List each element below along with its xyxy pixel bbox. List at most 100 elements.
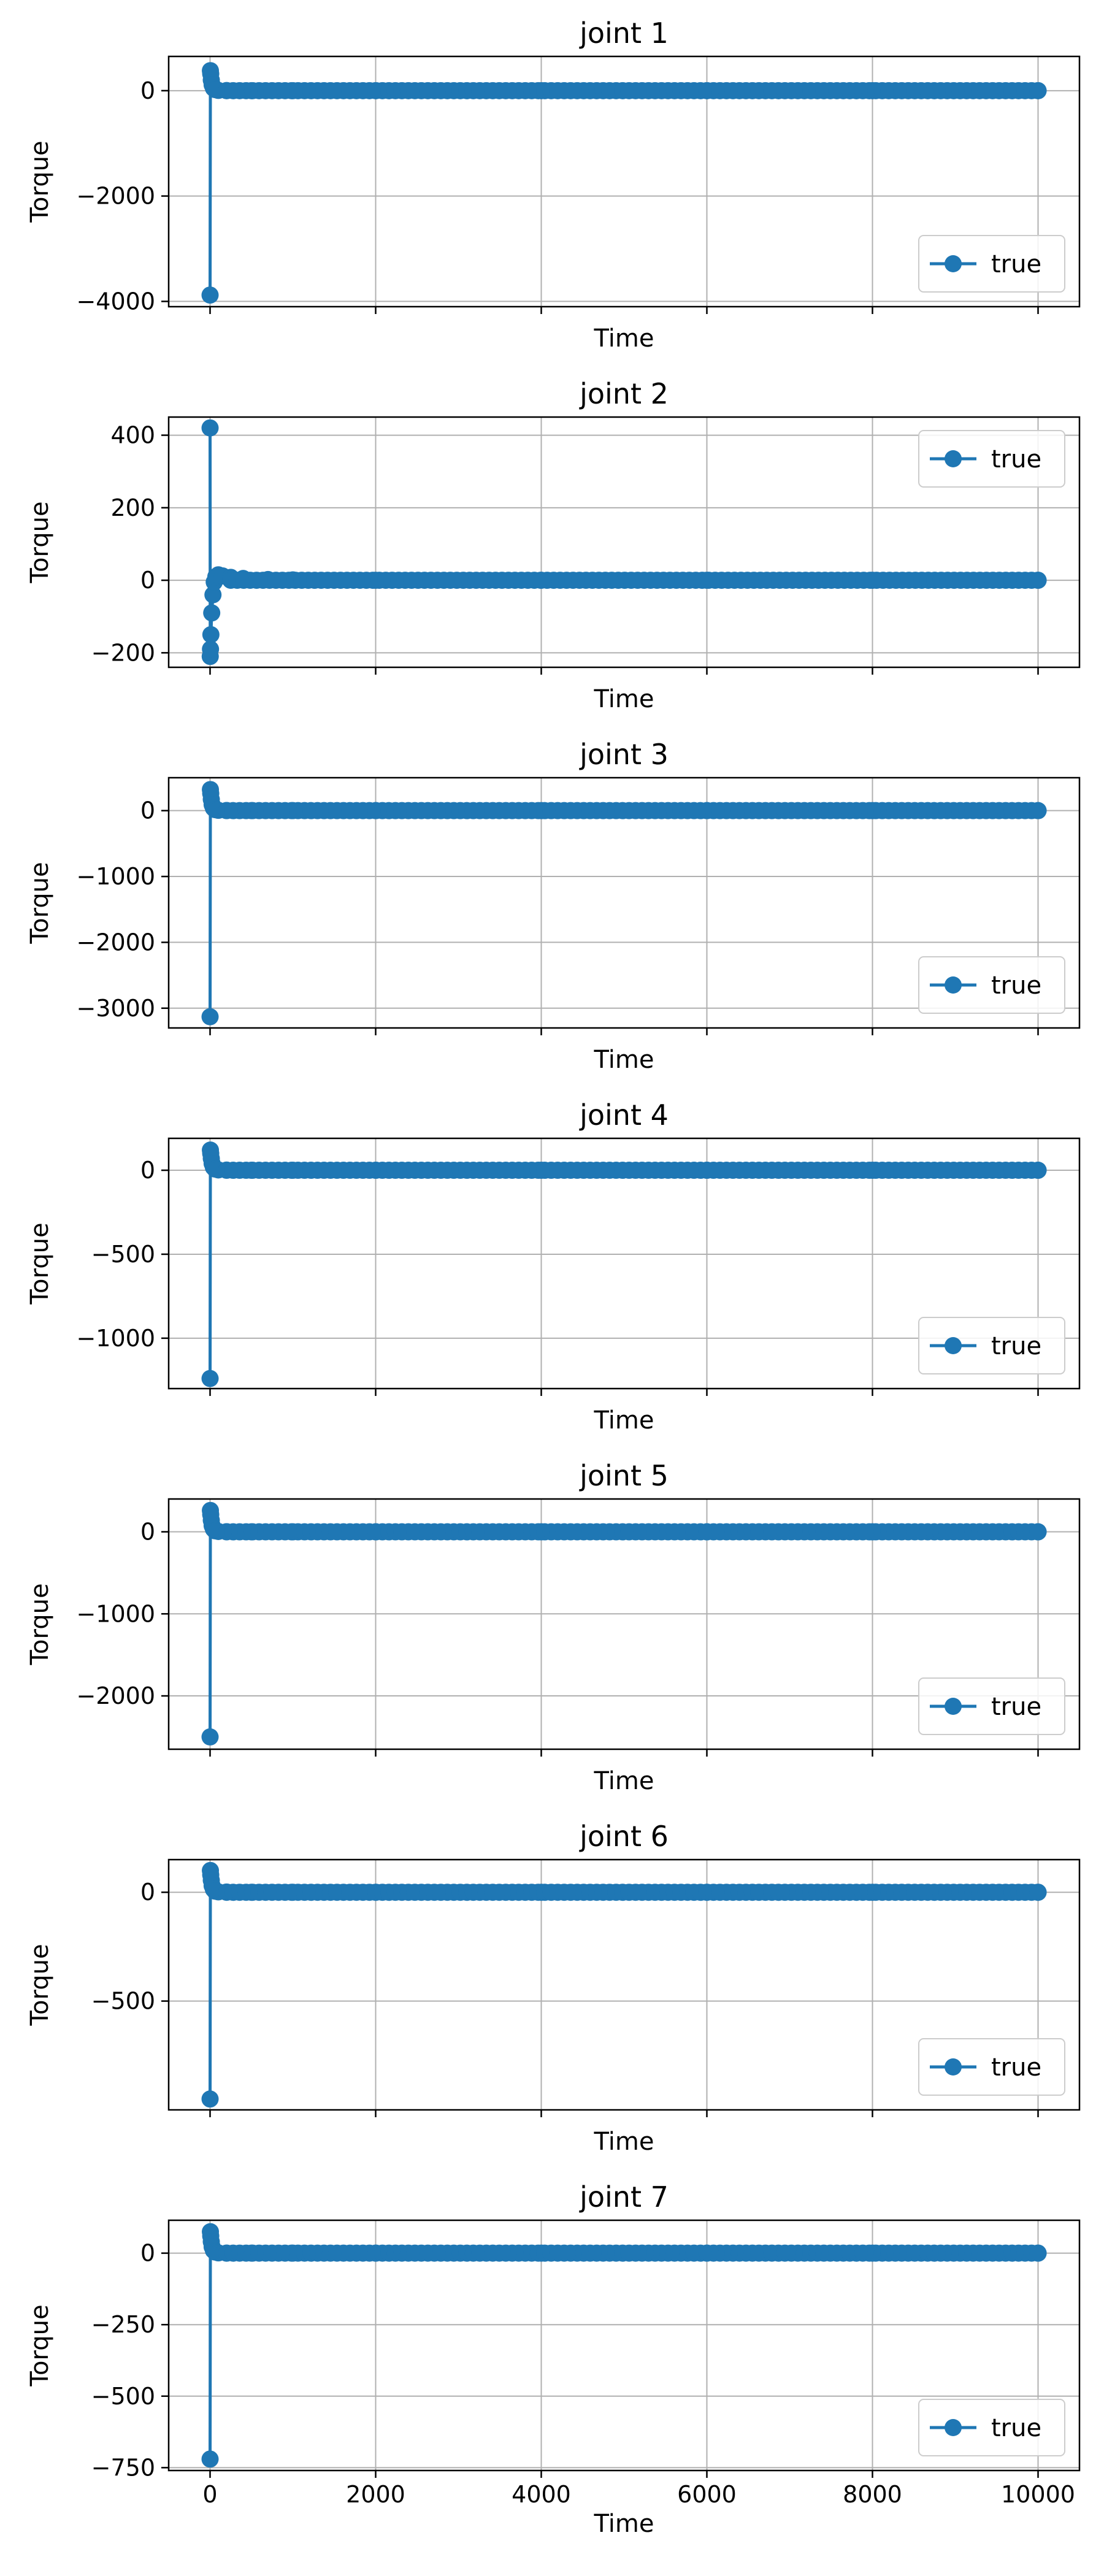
legend-marker: [945, 1337, 962, 1354]
series-true: [201, 1501, 1047, 1746]
chart-title: joint 5: [579, 1459, 669, 1492]
series-true: [201, 1141, 1047, 1387]
x-axis-label: Time: [594, 1406, 654, 1435]
subplot-joint-4: −1000 −500 0 joint 4 Time Torque true: [26, 1098, 1081, 1435]
y-tick-label: −2000: [76, 183, 155, 210]
data-point: [201, 286, 219, 304]
data-point: [1029, 802, 1047, 819]
axes-frame: [167, 416, 1081, 669]
data-point: [202, 626, 220, 643]
legend: true: [918, 2399, 1065, 2456]
legend-label: true: [991, 1332, 1041, 1360]
y-tick-label: −1000: [76, 863, 155, 890]
chart-title: joint 3: [579, 738, 669, 771]
legend: true: [918, 235, 1065, 293]
x-tick-label: 0: [202, 2481, 217, 2508]
y-tick-label: 0: [140, 797, 155, 824]
x-tick-label: 10000: [1001, 2481, 1075, 2508]
subplot-joint-7: 0 2000 4000 6000 8000 10000 −750 −500 −250 0 joint…: [26, 2180, 1081, 2538]
subplot-joint-5: −2000 −1000 0 joint 5 Time Torque true: [26, 1459, 1081, 1795]
y-axis-label: Torque: [26, 2304, 54, 2386]
data-point: [203, 604, 221, 622]
x-axis-label: Time: [594, 324, 654, 353]
legend-label: true: [991, 972, 1041, 1000]
x-axis-label: Time: [594, 1046, 654, 1074]
y-axis-label: Torque: [26, 1944, 54, 2026]
y-tick-label: 0: [140, 1879, 155, 1906]
axes-frame: [167, 1858, 1081, 2111]
y-axis-label: Torque: [26, 1583, 54, 1665]
legend-marker: [945, 1698, 962, 1715]
data-point: [1029, 572, 1047, 589]
data-point: [202, 640, 220, 658]
axes-frame: [167, 1137, 1081, 1390]
y-tick-label: −2000: [76, 929, 155, 956]
y-axis-label: Torque: [26, 501, 54, 583]
subplot-joint-1: −4000 −2000 0 joint 1 Time Torque true: [26, 17, 1081, 353]
series-line: [209, 1870, 1038, 2099]
legend-marker: [945, 976, 962, 994]
legend: true: [918, 956, 1065, 1014]
series-line: [209, 2231, 1038, 2459]
series-line: [209, 70, 1038, 296]
x-axis-label: Time: [594, 1767, 654, 1795]
series-line: [209, 1149, 1038, 1379]
y-tick-label: 0: [140, 567, 155, 594]
data-point: [204, 586, 222, 604]
axes-frame: [167, 776, 1081, 1029]
series-true: [201, 62, 1047, 304]
data-point: [201, 1008, 219, 1025]
legend: true: [918, 2038, 1065, 2096]
y-tick-label: 400: [110, 422, 155, 449]
series-true: [201, 781, 1047, 1025]
y-tick-label: −3000: [76, 995, 155, 1022]
series-line: [209, 427, 1038, 657]
data-point: [201, 2450, 219, 2468]
series-line: [209, 1510, 1038, 1737]
y-tick-label: −1000: [76, 1325, 155, 1352]
series-line: [209, 789, 1038, 1017]
axes-frame: [167, 55, 1081, 308]
data-point: [1029, 82, 1047, 99]
legend-marker: [945, 255, 962, 272]
y-tick-label: −500: [91, 2383, 155, 2410]
legend: true: [918, 1317, 1065, 1374]
axes-frame: [167, 1498, 1081, 1750]
legend-label: true: [991, 2414, 1041, 2442]
legend-box: [918, 1677, 1065, 1735]
y-tick-label: −200: [91, 639, 155, 666]
legend-box: [918, 2038, 1065, 2096]
y-tick-label: −2000: [76, 1682, 155, 1709]
data-point: [201, 2090, 219, 2108]
y-tick-label: 200: [110, 494, 155, 521]
series-true: [201, 2223, 1047, 2468]
y-tick-label: −500: [91, 1988, 155, 2015]
data-point: [1029, 1523, 1047, 1541]
y-tick-label: 0: [140, 1519, 155, 1546]
data-point: [1029, 2244, 1047, 2262]
y-axis-label: Torque: [26, 862, 54, 944]
y-tick-label: −1000: [76, 1600, 155, 1627]
data-point: [201, 1728, 219, 1746]
legend-marker: [945, 2058, 962, 2076]
subplot-joint-2: −200 0 200 400 joint 2 Time Torque true: [26, 377, 1081, 713]
legend-label: true: [991, 445, 1041, 473]
legend-box: [918, 430, 1065, 488]
data-point: [201, 419, 219, 437]
chart-title: joint 4: [579, 1098, 669, 1132]
chart-title: joint 1: [579, 17, 669, 50]
x-tick-label: 2000: [346, 2481, 405, 2508]
x-axis-label: Time: [594, 685, 654, 713]
y-tick-label: −750: [91, 2454, 155, 2481]
y-tick-label: 0: [140, 2240, 155, 2267]
y-tick-label: 0: [140, 77, 155, 104]
series-true: [201, 1861, 1047, 2108]
legend-label: true: [991, 250, 1041, 278]
subplot-joint-6: −500 0 joint 6 Time Torque true: [26, 1820, 1081, 2156]
y-axis-label: Torque: [26, 140, 54, 223]
data-point: [1029, 1162, 1047, 1179]
chart-title: joint 2: [579, 377, 669, 410]
legend-marker: [945, 2419, 962, 2436]
legend-box: [918, 1317, 1065, 1374]
